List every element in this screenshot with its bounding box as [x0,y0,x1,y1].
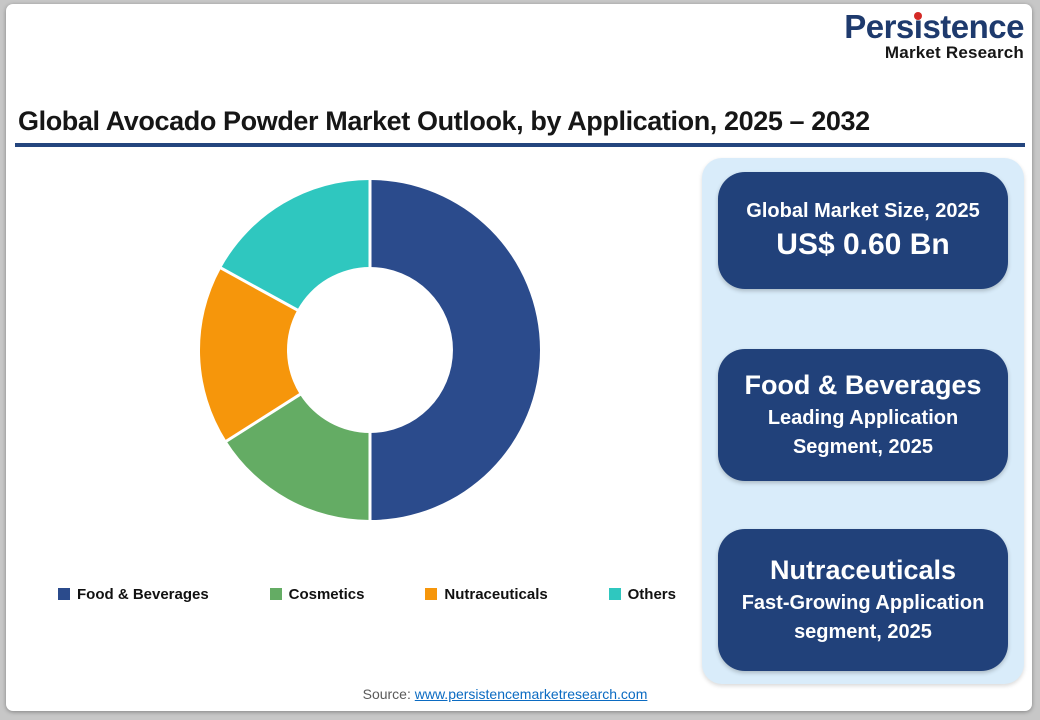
brand-name-i-glyph: ı [913,8,923,45]
legend-item: Cosmetics [269,585,365,603]
fast-growing-segment-card: Nutraceuticals Fast-Growing Application … [718,529,1008,671]
legend-swatch-icon [269,588,282,600]
source-label: Source: [362,686,411,702]
side-panel: Global Market Size, 2025 US$ 0.60 Bn Foo… [702,158,1024,684]
donut-chart-svg [199,179,540,521]
fast-growing-segment-card-subtitle: Fast-Growing Application segment, 2025 [741,591,985,643]
donut-segment [370,180,540,520]
legend-swatch-icon [425,588,438,600]
brand-name: Persı stence [844,10,1024,43]
donut-segment [199,268,300,442]
legend-item: Nutraceuticals [425,585,548,603]
legend-swatch-icon [608,588,621,600]
chart-legend: Food & Beverages Cosmetics Nutraceuticals O… [58,581,676,607]
leading-segment-card-title: Food & Beverages [744,370,982,401]
market-size-card-value: US$ 0.60 Bn [776,227,950,261]
title-underline [15,143,1025,147]
legend-label: Nutraceuticals [444,585,548,603]
source-link[interactable]: www.persistencemarketresearch.com [414,686,648,702]
segment-divider [224,392,302,443]
legend-item: Food & Beverages [58,586,209,603]
leading-segment-card: Food & Beverages Leading Application Seg… [718,349,1008,481]
legend-swatch-icon [58,588,70,600]
legend-label: Others [627,585,676,603]
brand-name-pre: Pers [844,8,914,45]
segment-divider [219,266,299,312]
source-line: Source: www.persistencemarketresearch.co… [0,686,1010,702]
logo-red-dot-icon [914,12,923,20]
donut-segment [221,180,370,311]
market-size-card-title: Global Market Size, 2025 [746,199,980,222]
leading-segment-card-subtitle: Leading Application Segment, 2025 [767,406,959,458]
brand-name-post: stence [922,8,1024,45]
market-size-card: Global Market Size, 2025 US$ 0.60 Bn [718,172,1008,289]
donut-chart [198,178,542,522]
brand-logo: Persı stence Market Research [844,10,1024,63]
brand-tagline: Market Research [884,43,1024,62]
donut-segment [226,394,370,520]
legend-label: Cosmetics [288,585,365,603]
legend-label: Food & Beverages [77,585,209,603]
legend-item: Others [608,585,676,603]
brand-name-i: ı [914,10,923,43]
fast-growing-segment-card-title: Nutraceuticals [769,555,957,586]
page-title: Global Avocado Powder Market Outlook, by… [18,106,870,136]
